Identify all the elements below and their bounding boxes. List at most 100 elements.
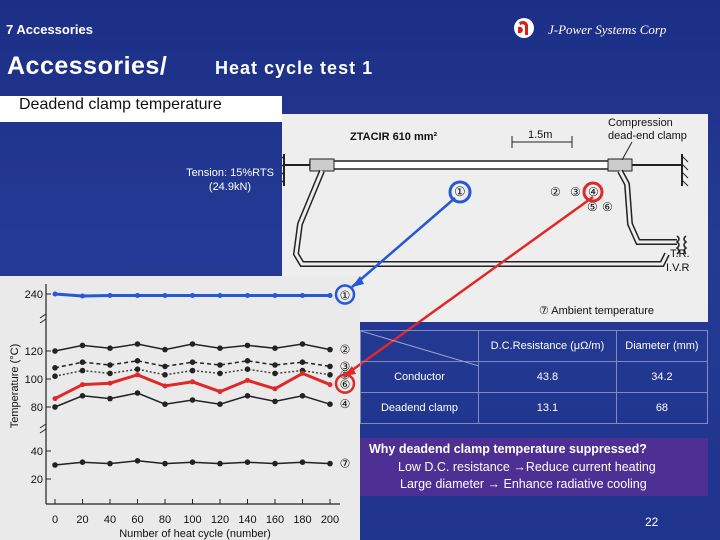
table-corner-cell [360, 330, 479, 366]
series-label: ② [340, 343, 351, 357]
x-tick-label: 100 [183, 514, 201, 526]
data-point [244, 459, 251, 465]
row-label-deadend-clamp: Deadend clamp [360, 392, 479, 424]
series-line-3 [54, 360, 331, 369]
data-point [272, 386, 278, 392]
data-point [107, 370, 113, 377]
page-title: Accessories/ [7, 52, 168, 80]
tr-label: T.R. [670, 248, 690, 260]
comparison-table: D.C.Resistance (μΩ/m) Diameter (mm) Cond… [360, 330, 709, 430]
data-point [134, 366, 141, 372]
data-point [80, 293, 85, 299]
data-point [107, 345, 113, 351]
data-point [217, 460, 223, 467]
data-point [52, 291, 58, 297]
data-point [327, 293, 333, 298]
data-point [189, 359, 196, 365]
clamp-label-1: Compression [608, 117, 673, 129]
y-axis-label: Temperature (°C) [9, 344, 21, 428]
data-point [79, 342, 86, 349]
data-point [107, 362, 113, 368]
section-heading: Deadend clamp temperature [19, 96, 222, 113]
row-label-conductor: Conductor [360, 361, 479, 393]
data-point [189, 341, 196, 347]
data-point [244, 342, 251, 349]
data-point [135, 372, 140, 378]
data-point [52, 365, 58, 371]
data-point [80, 382, 85, 388]
data-point [79, 393, 86, 399]
data-point [217, 293, 223, 298]
data-point [272, 460, 278, 467]
subtitle-banner [0, 96, 282, 122]
tension-label: Tension: 15%RTS (24.9kN) [186, 167, 274, 193]
data-point [79, 359, 86, 365]
x-tick-label: 60 [131, 514, 143, 526]
data-point [217, 370, 223, 377]
data-point [299, 359, 306, 365]
conductor-diameter: 34.2 [615, 361, 709, 393]
x-tick-label: 0 [52, 514, 58, 526]
page-subtitle: Heat cycle test 1 [215, 58, 374, 78]
data-point [52, 348, 58, 354]
data-point [162, 363, 168, 370]
page-number: 22 [645, 515, 659, 529]
y-tick-label: 120 [25, 346, 43, 358]
company-logo-icon [514, 18, 534, 38]
x-tick-label: 200 [321, 514, 339, 526]
data-point [107, 293, 113, 298]
clamp-diameter: 68 [615, 392, 709, 424]
data-point [272, 362, 278, 368]
data-point [134, 390, 141, 396]
data-point [299, 459, 306, 465]
data-point [272, 398, 278, 405]
data-point [299, 393, 306, 399]
x-tick-label: 180 [293, 514, 311, 526]
data-point [299, 341, 306, 347]
data-point [217, 389, 223, 395]
axis-break-mark-2 [39, 423, 47, 434]
data-point [300, 293, 305, 298]
data-point [189, 459, 196, 465]
data-point [162, 383, 168, 389]
data-point [327, 346, 333, 353]
data-point [245, 293, 250, 298]
ivr-label: I.V.R [666, 262, 689, 274]
data-point [327, 460, 333, 467]
data-point [190, 293, 195, 298]
x-tick-label: 140 [238, 514, 256, 526]
data-point [327, 401, 333, 407]
data-point [52, 396, 58, 402]
explanation-line-1: Low D.C. resistance →Reduce current heat… [398, 460, 656, 474]
data-point [189, 367, 196, 374]
data-point [217, 401, 223, 407]
data-point [162, 460, 168, 467]
data-point [134, 341, 141, 347]
x-tick-label: 80 [159, 514, 171, 526]
data-point [244, 393, 251, 399]
data-point [217, 362, 223, 368]
data-point [272, 345, 278, 351]
point-4-label: ④ [588, 185, 599, 199]
data-point [107, 395, 113, 402]
ambient-label: ⑦ Ambient temperature [539, 305, 654, 317]
data-point [135, 293, 140, 298]
explanation-heading: Why deadend clamp temperature suppressed… [369, 442, 647, 456]
point-3-label: ③ [570, 185, 581, 199]
series-line-5 [54, 371, 331, 400]
conductor-resistance: 43.8 [478, 361, 617, 393]
y-tick-label: 20 [31, 474, 43, 486]
y-tick-label: 40 [31, 446, 43, 458]
data-point [52, 404, 58, 410]
explanation-line-2: Large diameter → Enhance radiative cooli… [400, 477, 647, 491]
data-point [327, 363, 333, 370]
data-point [245, 377, 250, 383]
data-point [162, 346, 168, 353]
axis-break-mark-1 [39, 313, 47, 324]
data-point [189, 397, 196, 403]
series-label: ⑥ [340, 378, 351, 392]
y-tick-label: 100 [25, 374, 43, 386]
x-tick-label: 20 [76, 514, 88, 526]
series-label: ① [340, 289, 351, 303]
